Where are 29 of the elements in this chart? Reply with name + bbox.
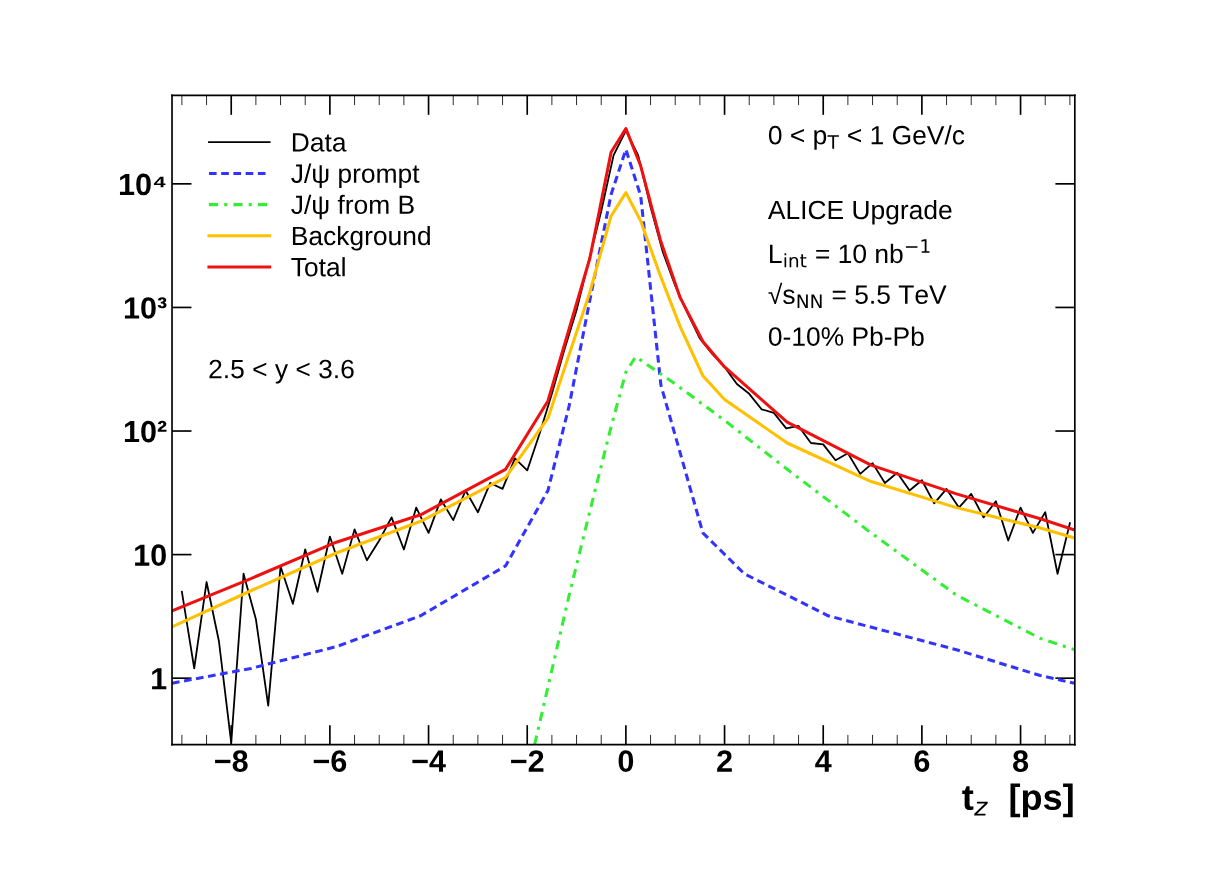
x-tick-label: 0 <box>618 750 634 772</box>
x-tick-label: −4 <box>412 750 446 772</box>
annotation: L$_{int}$ = 10 nb$^{−1}$ <box>770 239 930 268</box>
x-tick-label: 2 <box>717 750 732 772</box>
annotation: √s$_{NN}$ = 5.5 TeV <box>768 282 947 309</box>
y-tick-label: 1 <box>152 668 167 690</box>
y-tick-label: 10 <box>135 544 166 566</box>
annotation: 0 < p$_{T}$ < 1 GeV/c <box>768 125 965 150</box>
legend-label: Background <box>292 225 430 251</box>
x-axis-title: t$_{z}$ [ps] <box>962 783 1073 818</box>
legend-label: Total <box>291 257 345 277</box>
x-tick-label: 4 <box>815 750 832 772</box>
annotation: 0-10% Pb-Pb <box>768 326 924 346</box>
legend-label: J/ψ from B <box>291 194 414 220</box>
line-series <box>533 355 1075 745</box>
x-tick-label: 6 <box>914 750 930 772</box>
annotation: 2.5 < y < 3.6 <box>209 359 354 384</box>
y-tick-label: 10³ <box>124 297 167 319</box>
y-tick-label: 10² <box>124 420 167 443</box>
line-series <box>172 127 1075 613</box>
annotation: ALICE Upgrade <box>767 199 952 225</box>
line-series <box>172 191 1075 629</box>
legend-label: J/ψ prompt <box>291 163 420 189</box>
y-tick-label: 10⁴ <box>119 173 166 196</box>
legend-label: Data <box>292 133 347 152</box>
x-tick-label: −8 <box>215 750 248 772</box>
x-tick-label: −2 <box>511 750 544 772</box>
x-tick-label: −6 <box>313 750 347 772</box>
x-tick-label: 8 <box>1013 750 1029 772</box>
